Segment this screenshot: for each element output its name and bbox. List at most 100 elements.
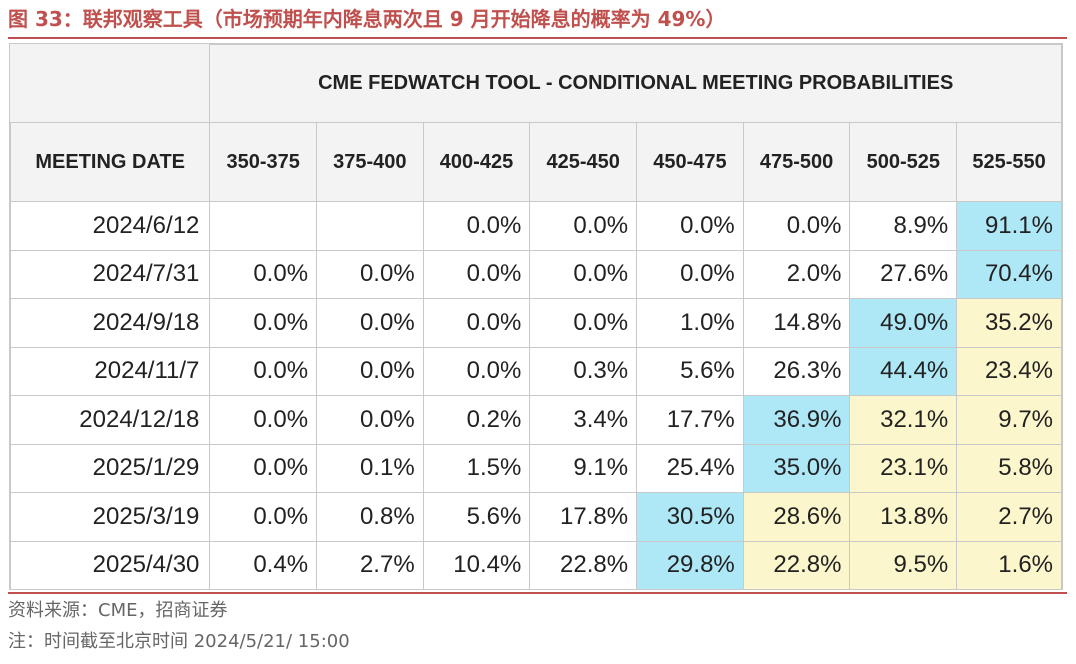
probability-cell: 0.0% <box>529 298 638 348</box>
column-header: 400-425 <box>422 122 531 202</box>
probability-cell: 23.1% <box>849 443 958 493</box>
probability-cell: 1.5% <box>422 443 531 493</box>
probability-cell: 0.0% <box>316 249 424 299</box>
probability-cell <box>316 201 424 251</box>
probability-cell: 0.0% <box>529 249 638 299</box>
probability-cell: 27.6% <box>849 249 958 299</box>
probability-cell: 0.8% <box>316 492 424 542</box>
probability-cell: 25.4% <box>636 443 744 493</box>
time-note: 注：时间截至北京时间 2024/5/21/ 15:00 <box>8 631 350 652</box>
probability-cell: 0.0% <box>529 201 638 251</box>
meeting-date-cell: 2025/1/29 <box>9 443 211 493</box>
table-row: 2024/6/12 0.0% 0.0% 0.0% 0.0% 8.9% 91.1% <box>9 201 1062 251</box>
probability-cell: 5.8% <box>956 443 1062 493</box>
table-title: CME FEDWATCH TOOL - CONDITIONAL MEETING … <box>209 44 1062 123</box>
probability-cell <box>209 201 318 251</box>
probability-cell: 0.0% <box>209 298 318 348</box>
probability-cell: 0.3% <box>529 346 638 396</box>
probability-cell: 23.4% <box>956 346 1062 396</box>
probability-cell: 91.1% <box>956 201 1062 251</box>
probability-cell: 8.9% <box>849 201 958 251</box>
probability-cell: 13.8% <box>849 492 958 542</box>
probability-cell: 14.8% <box>742 298 851 348</box>
table-row: 2025/4/30 0.4% 2.7% 10.4% 22.8% 29.8% 22.8% 9.5… <box>9 540 1062 590</box>
probability-cell: 0.0% <box>209 346 318 396</box>
probability-cell: 17.8% <box>529 492 638 542</box>
column-header: 475-500 <box>742 122 851 202</box>
probability-cell: 0.0% <box>636 201 744 251</box>
table-row: 2024/12/18 0.0% 0.0% 0.2% 3.4% 17.7% 36.9% 32.1… <box>9 395 1062 445</box>
probability-cell: 28.6% <box>742 492 851 542</box>
table-row: 2024/7/31 0.0% 0.0% 0.0% 0.0% 0.0% 2.0% 27.6% 70… <box>9 249 1062 299</box>
probability-cell: 2.7% <box>316 540 424 590</box>
table-row: 2024/11/7 0.0% 0.0% 0.0% 0.3% 5.6% 26.3% 44.4% 2… <box>9 346 1062 396</box>
probability-cell: 49.0% <box>849 298 958 348</box>
probability-cell: 44.4% <box>849 346 958 396</box>
banner-row: CME FEDWATCH TOOL - CONDITIONAL MEETING … <box>10 44 1062 123</box>
meeting-date-cell: 2024/6/12 <box>9 201 211 251</box>
meeting-date-cell: 2024/9/18 <box>9 298 211 348</box>
probability-cell: 0.0% <box>209 395 318 445</box>
probability-cell: 0.0% <box>316 395 424 445</box>
probability-cell: 29.8% <box>636 540 744 590</box>
title-rule <box>8 37 1067 39</box>
probability-cell: 2.0% <box>742 249 851 299</box>
probability-cell: 0.0% <box>422 249 531 299</box>
probability-cell: 30.5% <box>636 492 744 542</box>
probability-cell: 26.3% <box>742 346 851 396</box>
meeting-date-cell: 2025/3/19 <box>9 492 211 542</box>
column-header: 525-550 <box>956 122 1062 202</box>
meeting-date-cell: 2024/7/31 <box>9 249 211 299</box>
probability-cell: 0.0% <box>422 346 531 396</box>
probability-cell: 9.5% <box>849 540 958 590</box>
source-note: 资料来源：CME，招商证券 <box>8 600 228 621</box>
probability-cell: 0.0% <box>316 346 424 396</box>
probability-cell: 0.0% <box>636 249 744 299</box>
meeting-date-cell: 2024/12/18 <box>9 395 211 445</box>
table-row: 2025/1/29 0.0% 0.1% 1.5% 9.1% 25.4% 35.0% 23.1%… <box>9 443 1062 493</box>
probability-cell: 0.0% <box>209 443 318 493</box>
probability-cell: 1.0% <box>636 298 744 348</box>
probability-cell: 36.9% <box>742 395 851 445</box>
probability-cell: 0.0% <box>316 298 424 348</box>
probability-cell: 2.7% <box>956 492 1062 542</box>
probability-cell: 22.8% <box>529 540 638 590</box>
probability-cell: 9.7% <box>956 395 1062 445</box>
probability-cell: 3.4% <box>529 395 638 445</box>
probability-cell: 0.4% <box>209 540 318 590</box>
probability-cell: 0.0% <box>422 298 531 348</box>
probability-cell: 0.0% <box>422 201 531 251</box>
probability-cell: 5.6% <box>422 492 531 542</box>
column-header: 375-400 <box>316 122 424 202</box>
footer-rule <box>8 592 1067 594</box>
figure-title: 图 33：联邦观察工具（市场预期年内降息两次且 9 月开始降息的概率为 49%） <box>8 7 726 31</box>
probability-cell: 0.1% <box>316 443 424 493</box>
probability-cell: 17.7% <box>636 395 744 445</box>
table-row: 2025/3/19 0.0% 0.8% 5.6% 17.8% 30.5% 28.6% 13.8… <box>9 492 1062 542</box>
meeting-date-cell: 2024/11/7 <box>9 346 211 396</box>
probability-cell: 35.0% <box>742 443 851 493</box>
corner-cell <box>10 44 210 123</box>
column-header: 425-450 <box>529 122 638 202</box>
probability-cell: 0.0% <box>209 492 318 542</box>
probability-table: CME FEDWATCH TOOL - CONDITIONAL MEETING … <box>9 44 1062 590</box>
probability-cell: 1.6% <box>956 540 1062 590</box>
probability-cell: 70.4% <box>956 249 1062 299</box>
column-header: 500-525 <box>849 122 958 202</box>
column-header: MEETING DATE <box>9 122 211 202</box>
probability-cell: 32.1% <box>849 395 958 445</box>
probability-cell: 0.2% <box>422 395 531 445</box>
fedwatch-table-frame: CME FEDWATCH TOOL - CONDITIONAL MEETING … <box>9 43 1063 590</box>
column-header: 450-475 <box>636 122 744 202</box>
header-row: MEETING DATE 350-375 375-400 400-425 425… <box>9 122 1062 202</box>
probability-cell: 5.6% <box>636 346 744 396</box>
probability-cell: 10.4% <box>422 540 531 590</box>
column-header: 350-375 <box>209 122 318 202</box>
probability-cell: 35.2% <box>956 298 1062 348</box>
probability-cell: 22.8% <box>742 540 851 590</box>
probability-cell: 0.0% <box>209 249 318 299</box>
probability-cell: 0.0% <box>742 201 851 251</box>
table-row: 2024/9/18 0.0% 0.0% 0.0% 0.0% 1.0% 14.8% 49.0% 3… <box>9 298 1062 348</box>
meeting-date-cell: 2025/4/30 <box>9 540 211 590</box>
probability-cell: 9.1% <box>529 443 638 493</box>
